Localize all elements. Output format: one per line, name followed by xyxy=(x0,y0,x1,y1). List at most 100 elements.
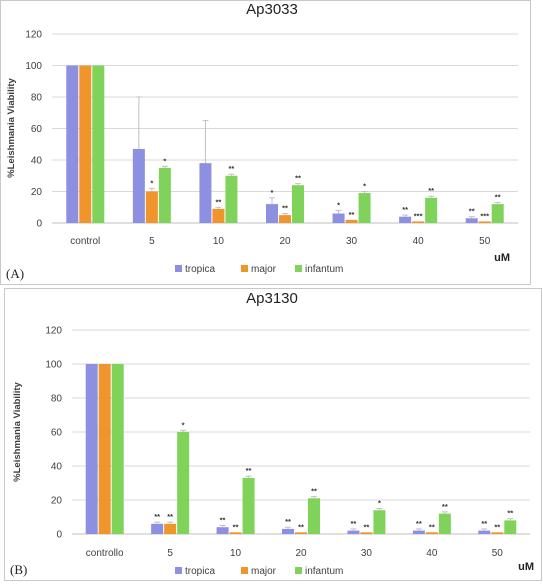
bar-tropica xyxy=(132,148,145,223)
chart-b-title: Ap3130 xyxy=(246,290,298,307)
bar-major xyxy=(229,532,242,534)
significance-marker: ** xyxy=(220,516,226,525)
x-tick-label: 10 xyxy=(213,236,225,247)
significance-marker: ** xyxy=(364,522,370,531)
significance-marker: ** xyxy=(428,186,434,195)
x-tick-label: 50 xyxy=(479,236,491,247)
y-tick-label: 0 xyxy=(36,219,42,230)
significance-marker: ** xyxy=(285,517,291,526)
bar-major xyxy=(279,215,291,223)
legend-swatch-major xyxy=(241,567,248,574)
y-tick-label: 40 xyxy=(31,156,43,167)
x-tick-label: 20 xyxy=(295,548,307,559)
x-tick-label: 5 xyxy=(167,548,173,559)
significance-marker: * xyxy=(363,182,366,191)
significance-marker: ** xyxy=(233,522,239,531)
x-tick-label: 30 xyxy=(361,548,373,559)
bar-major xyxy=(425,532,438,534)
bar-infantum xyxy=(292,185,304,223)
chart-a-ylabel: %Leishmania Viability xyxy=(6,77,17,177)
bar-tropica xyxy=(399,216,412,223)
y-tick-label: 20 xyxy=(51,496,63,507)
bar-major xyxy=(212,208,225,223)
y-tick-label: 80 xyxy=(51,394,63,405)
x-tick-label: 50 xyxy=(492,548,504,559)
bar-tropica xyxy=(412,530,425,534)
legend-swatch-infantum xyxy=(295,567,302,574)
bar-infantum xyxy=(491,204,504,223)
legend-label-infantum: infantum xyxy=(305,264,343,275)
bar-tropica xyxy=(347,530,360,534)
significance-marker: ** xyxy=(154,512,160,521)
significance-marker: * xyxy=(182,420,185,429)
bar-tropica xyxy=(266,204,278,223)
bar-tropica xyxy=(151,523,164,534)
bar-infantum xyxy=(373,510,386,534)
significance-marker: ** xyxy=(349,210,355,219)
bar-infantum xyxy=(177,432,190,534)
bar-tropica xyxy=(66,65,79,223)
significance-marker: * xyxy=(150,178,153,187)
significance-marker: ** xyxy=(402,205,408,214)
bar-major xyxy=(145,191,158,223)
bar-infantum xyxy=(308,498,320,534)
legend-label-infantum: infantum xyxy=(305,566,343,577)
bar-infantum xyxy=(358,193,371,223)
x-tick-label: control xyxy=(70,236,100,247)
significance-marker: ** xyxy=(442,502,448,511)
bar-tropica xyxy=(282,528,294,534)
chart-a-xunit: uM xyxy=(494,252,510,264)
bar-major xyxy=(491,532,504,534)
significance-marker: ** xyxy=(295,174,301,183)
significance-marker: ** xyxy=(481,519,487,528)
legend-label-tropica: tropica xyxy=(185,566,215,577)
x-tick-label: 40 xyxy=(413,236,425,247)
bar-major xyxy=(295,532,307,534)
panel-a-label: (A) xyxy=(6,266,24,281)
bar-infantum xyxy=(425,197,438,223)
bar-infantum xyxy=(111,364,124,534)
legend-label-major: major xyxy=(251,566,277,577)
significance-marker: ** xyxy=(311,487,317,496)
x-tick-label: 40 xyxy=(426,548,438,559)
significance-marker: *** xyxy=(414,211,423,220)
bar-infantum xyxy=(438,513,451,534)
significance-marker: ** xyxy=(495,193,501,202)
bar-major xyxy=(164,523,177,534)
significance-marker: *** xyxy=(480,211,489,220)
bar-major xyxy=(79,65,92,223)
chart-a-title: Ap3033 xyxy=(246,1,298,18)
significance-marker: ** xyxy=(507,509,513,518)
bar-infantum xyxy=(92,65,105,223)
y-tick-label: 40 xyxy=(51,462,63,473)
x-tick-label: 30 xyxy=(346,236,358,247)
bar-major xyxy=(345,219,358,223)
significance-marker: ** xyxy=(216,197,222,206)
x-tick-label: 10 xyxy=(230,548,242,559)
y-tick-label: 0 xyxy=(56,530,62,541)
y-tick-label: 80 xyxy=(31,93,43,104)
significance-marker: ** xyxy=(282,204,288,213)
legend-label-tropica: tropica xyxy=(185,264,215,275)
bar-tropica xyxy=(199,163,212,223)
bar-major xyxy=(360,532,373,534)
significance-marker: ** xyxy=(229,164,235,173)
chart-b-xunit: uM xyxy=(518,561,534,573)
significance-marker: * xyxy=(337,200,340,209)
bar-infantum xyxy=(242,477,255,534)
bar-major xyxy=(98,364,111,534)
legend-label-major: major xyxy=(251,264,277,275)
y-tick-label: 120 xyxy=(25,30,42,41)
significance-marker: * xyxy=(378,499,381,508)
significance-marker: ** xyxy=(167,512,173,521)
x-tick-label: 5 xyxy=(149,236,155,247)
y-tick-label: 100 xyxy=(45,360,62,371)
bar-tropica xyxy=(478,530,491,534)
bar-tropica xyxy=(465,218,478,223)
legend-swatch-tropica xyxy=(175,265,182,272)
panel-b-label: (B) xyxy=(10,562,27,577)
significance-marker: ** xyxy=(351,519,357,528)
y-tick-label: 100 xyxy=(25,61,42,72)
